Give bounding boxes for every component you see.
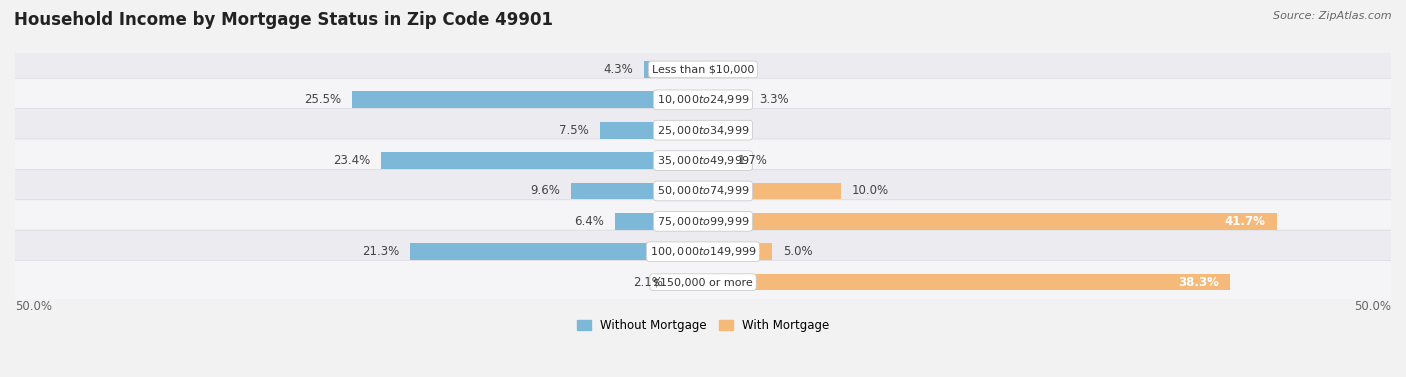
FancyBboxPatch shape [11,78,1395,121]
Text: 25.5%: 25.5% [304,93,342,106]
FancyBboxPatch shape [11,109,1395,152]
Text: 2.1%: 2.1% [633,276,664,289]
Bar [381,152,703,169]
Text: $100,000 to $149,999: $100,000 to $149,999 [650,245,756,258]
Bar [703,92,748,108]
Bar [673,274,703,291]
Text: 23.4%: 23.4% [333,154,370,167]
Text: $75,000 to $99,999: $75,000 to $99,999 [657,215,749,228]
Bar [600,122,703,138]
Bar [703,274,1230,291]
Text: 4.3%: 4.3% [603,63,633,76]
Bar [571,182,703,199]
FancyBboxPatch shape [11,169,1395,213]
FancyBboxPatch shape [11,261,1395,304]
Text: $35,000 to $49,999: $35,000 to $49,999 [657,154,749,167]
Bar [703,244,772,260]
Text: 10.0%: 10.0% [852,184,889,198]
Text: 5.0%: 5.0% [783,245,813,258]
Text: 9.6%: 9.6% [530,184,560,198]
Text: 6.4%: 6.4% [574,215,605,228]
Text: Household Income by Mortgage Status in Zip Code 49901: Household Income by Mortgage Status in Z… [14,11,553,29]
FancyBboxPatch shape [11,230,1395,273]
Bar [703,182,841,199]
Text: 3.3%: 3.3% [759,93,789,106]
Bar [644,61,703,78]
FancyBboxPatch shape [11,139,1395,182]
Text: Less than $10,000: Less than $10,000 [652,64,754,74]
Bar [614,213,703,230]
Text: 50.0%: 50.0% [15,300,52,313]
Text: $25,000 to $34,999: $25,000 to $34,999 [657,124,749,137]
FancyBboxPatch shape [11,48,1395,91]
Bar [352,92,703,108]
Text: 50.0%: 50.0% [1354,300,1391,313]
Text: 21.3%: 21.3% [361,245,399,258]
Text: $150,000 or more: $150,000 or more [654,277,752,287]
FancyBboxPatch shape [11,200,1395,243]
Text: $10,000 to $24,999: $10,000 to $24,999 [657,93,749,106]
Bar [703,152,727,169]
Bar [703,213,1277,230]
Text: 1.7%: 1.7% [737,154,768,167]
Legend: Without Mortgage, With Mortgage: Without Mortgage, With Mortgage [576,319,830,332]
Text: 7.5%: 7.5% [560,124,589,137]
Text: $50,000 to $74,999: $50,000 to $74,999 [657,184,749,198]
Text: 41.7%: 41.7% [1225,215,1265,228]
Bar [411,244,703,260]
Text: 38.3%: 38.3% [1178,276,1219,289]
Text: Source: ZipAtlas.com: Source: ZipAtlas.com [1274,11,1392,21]
